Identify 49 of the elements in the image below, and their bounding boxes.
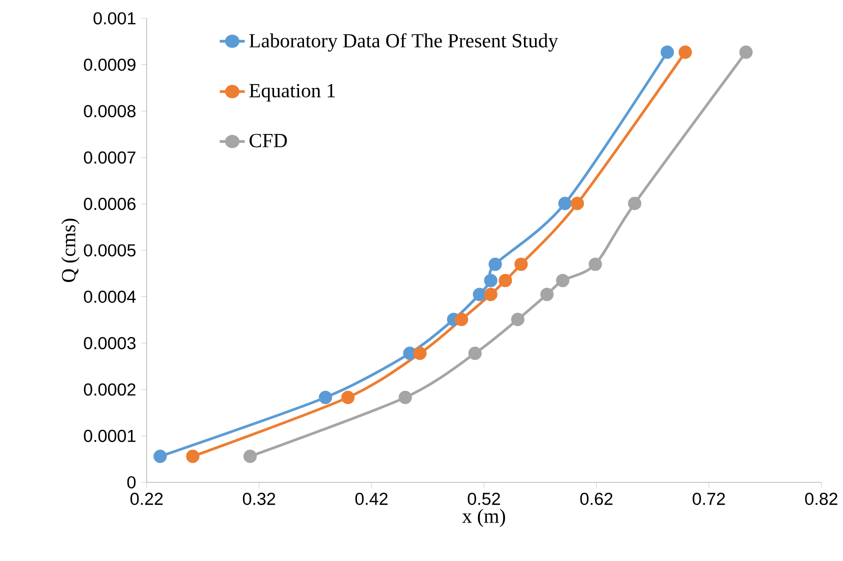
point	[556, 274, 570, 288]
y-tick-label: 0.0001	[84, 430, 136, 442]
point	[472, 288, 486, 302]
point	[558, 196, 572, 210]
x-tick-label: 0.62	[580, 492, 612, 506]
point	[186, 450, 200, 464]
y-tick-label: 0.0002	[84, 383, 136, 396]
y-tick-label: 0.0004	[84, 290, 136, 303]
y-tick-label: 0.0007	[84, 151, 136, 164]
x-tick-label: 0.22	[130, 492, 163, 506]
point	[153, 450, 167, 464]
y-tick-label: 0.0009	[84, 58, 136, 71]
point	[403, 346, 416, 360]
legend-label: CFD	[250, 134, 287, 148]
y-tick-label: 0.0006	[84, 198, 136, 210]
y-tick-label: 0.0008	[84, 104, 136, 118]
point	[570, 196, 584, 210]
point	[498, 274, 512, 288]
x-tick-label: 0.82	[805, 492, 838, 506]
point	[454, 312, 468, 326]
x-tick-label: 0.42	[355, 492, 388, 506]
y-axis-title: Q (cms)	[61, 218, 80, 282]
point	[678, 46, 692, 59]
point	[484, 288, 498, 302]
point	[413, 346, 427, 360]
y-tick-label: 0.001	[94, 12, 136, 24]
x-tick-label: 0.32	[242, 492, 276, 506]
y-tick-label: 0.0005	[84, 244, 136, 256]
point	[540, 288, 554, 302]
x-axis-title: x (m)	[462, 508, 506, 527]
point	[488, 258, 502, 271]
point	[318, 390, 332, 404]
point	[243, 450, 257, 464]
point	[468, 346, 482, 360]
y-tick-label: 0.0003	[84, 336, 136, 350]
point	[588, 258, 602, 271]
legend-label: Equation 1	[249, 84, 335, 102]
point	[511, 312, 524, 326]
x-tick-label: 0.72	[692, 492, 725, 506]
point	[398, 390, 412, 404]
x-tick-label: 0.52	[468, 492, 500, 506]
point	[628, 196, 642, 210]
legend-label: Laboratory Data Of The Present Study	[249, 33, 558, 52]
point	[739, 46, 753, 59]
point	[514, 258, 528, 271]
point	[341, 390, 355, 404]
point	[660, 46, 674, 59]
y-tick-label: 0	[127, 476, 136, 488]
point	[484, 274, 498, 288]
